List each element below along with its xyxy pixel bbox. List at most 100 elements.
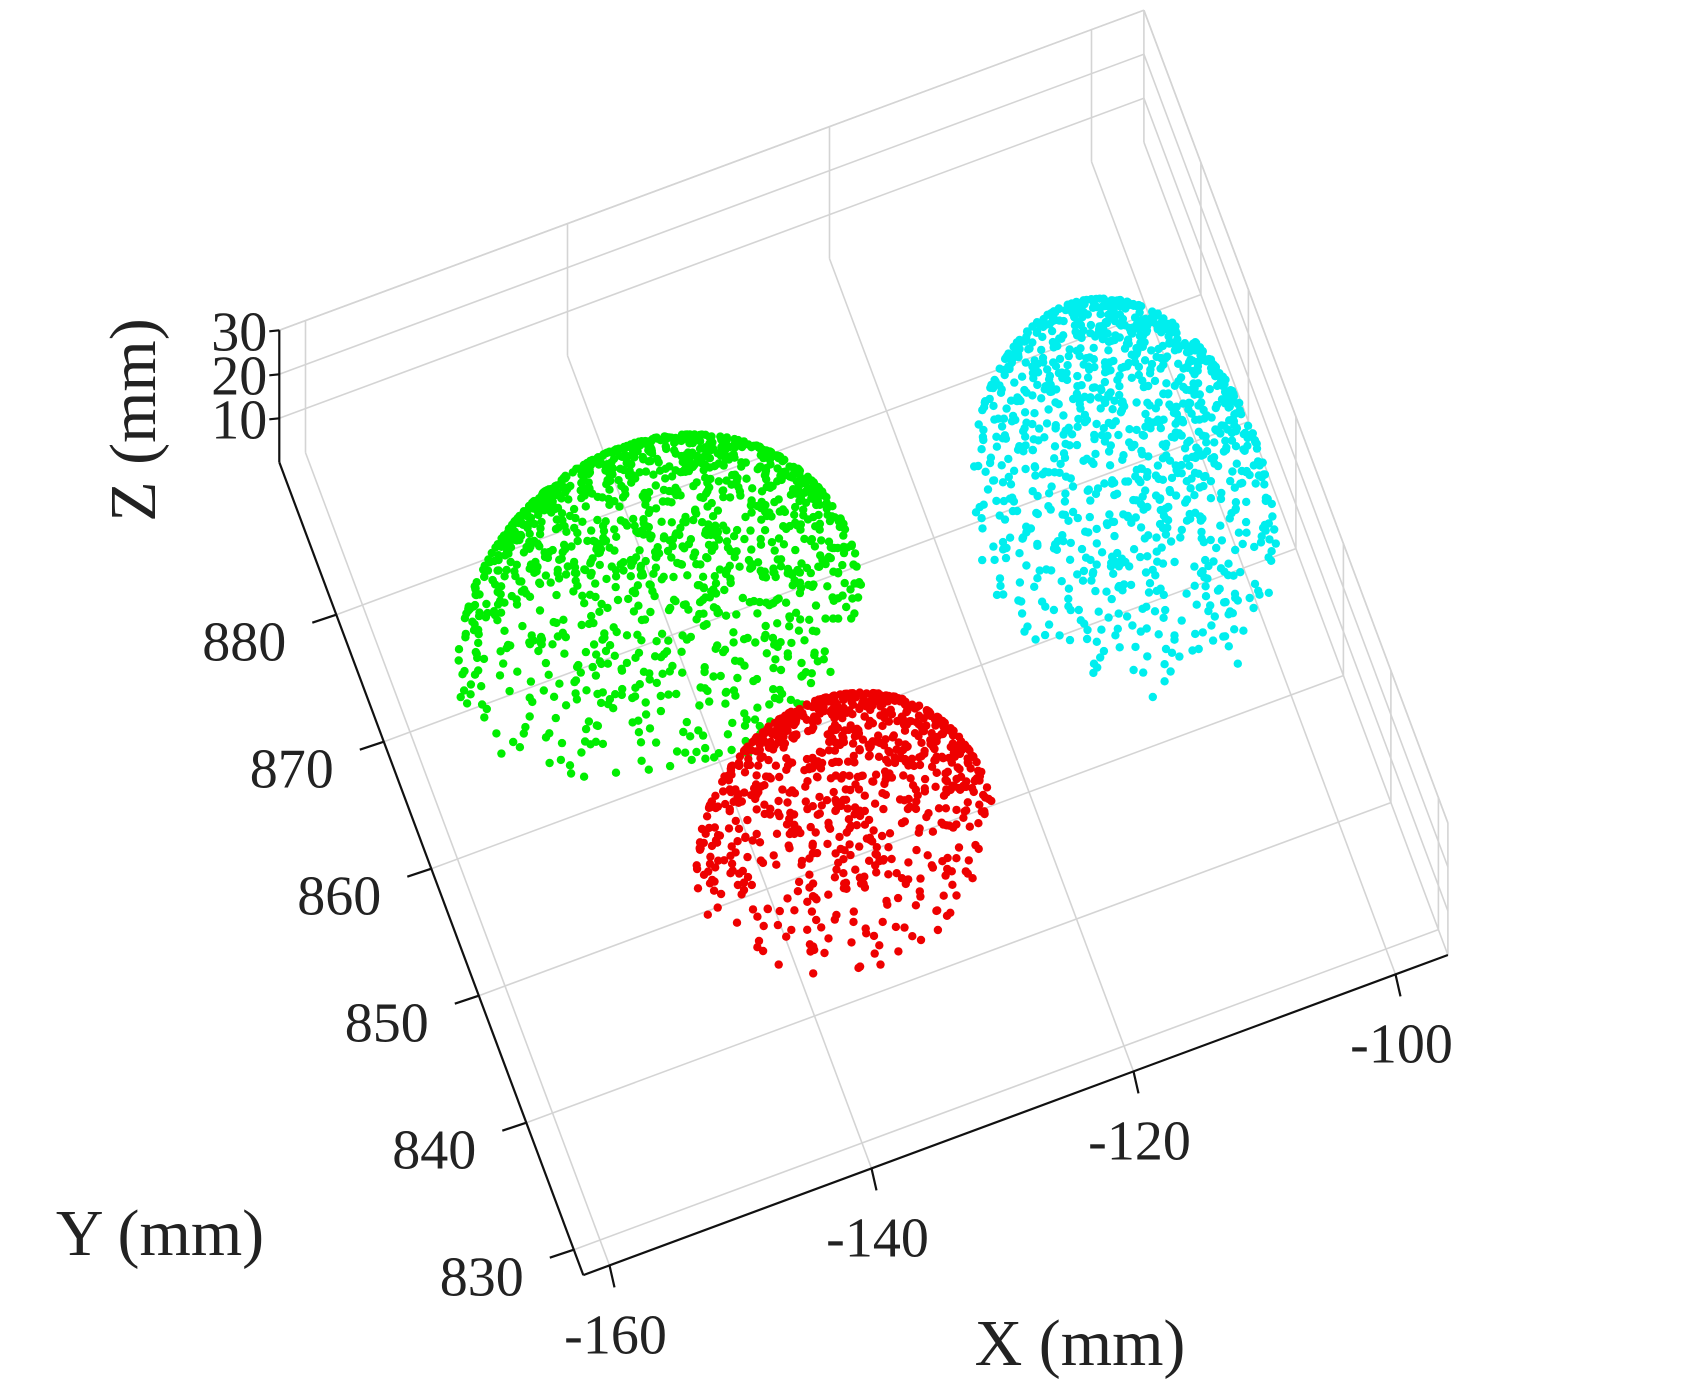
data-point (1042, 419, 1052, 428)
data-point (1088, 303, 1098, 312)
data-point (773, 619, 782, 628)
data-point (502, 643, 511, 653)
data-point (651, 481, 660, 490)
data-point (607, 562, 616, 571)
point-series-1 (454, 430, 866, 781)
data-point (1138, 342, 1148, 351)
data-point (1092, 539, 1102, 548)
data-point (997, 461, 1006, 470)
data-point (1067, 430, 1077, 439)
data-point (1065, 555, 1075, 564)
data-point (1159, 389, 1168, 398)
data-point (762, 649, 771, 658)
data-point (667, 553, 676, 562)
data-point (775, 906, 784, 916)
data-point (1190, 562, 1199, 571)
data-point (1098, 324, 1108, 333)
data-point (1031, 471, 1040, 480)
data-point (1006, 480, 1016, 489)
data-point (815, 525, 824, 534)
data-point (1066, 538, 1076, 548)
data-point (815, 500, 824, 509)
data-point (1220, 567, 1229, 576)
data-point (652, 553, 661, 562)
data-point (543, 553, 553, 563)
data-point (695, 701, 704, 710)
data-point (1191, 629, 1200, 639)
data-point (782, 716, 792, 726)
data-point (1023, 622, 1032, 631)
data-point (534, 646, 543, 656)
data-point (577, 748, 586, 757)
data-point (847, 938, 856, 947)
data-point (1261, 493, 1271, 502)
data-point (695, 444, 705, 453)
data-point (887, 710, 897, 719)
data-point (821, 559, 830, 569)
data-point (726, 787, 736, 797)
data-point (1178, 341, 1188, 350)
data-point (972, 757, 981, 767)
data-point (732, 918, 742, 927)
data-point (1221, 436, 1230, 445)
data-point (693, 884, 703, 893)
data-point (482, 599, 491, 609)
data-point (779, 540, 789, 549)
data-point (1158, 440, 1168, 449)
data-point (870, 949, 879, 958)
data-point (640, 615, 650, 624)
data-point (1017, 372, 1027, 381)
data-point (665, 761, 675, 771)
data-point (1022, 561, 1031, 570)
data-point (686, 632, 695, 642)
data-point (719, 492, 728, 502)
data-point (749, 676, 758, 686)
data-point (537, 517, 546, 527)
data-point (1251, 479, 1260, 488)
data-point (933, 925, 943, 935)
data-point (841, 785, 850, 794)
data-point (1015, 578, 1025, 587)
data-point (698, 572, 708, 581)
data-point (576, 486, 585, 495)
data-point (817, 536, 826, 545)
data-point (1138, 492, 1147, 501)
z-tick-label: 20 (211, 345, 267, 407)
data-point (1033, 509, 1043, 519)
data-point (1198, 352, 1207, 361)
data-point (721, 799, 730, 809)
data-point (941, 769, 950, 778)
data-point (1093, 484, 1103, 493)
data-point (842, 602, 851, 612)
data-point (989, 401, 998, 411)
data-point (849, 751, 858, 761)
data-point (785, 758, 795, 767)
data-point (793, 483, 803, 492)
data-point (1231, 593, 1240, 603)
data-point (796, 494, 806, 503)
data-point (667, 472, 677, 481)
data-point (853, 593, 863, 602)
data-point (1055, 631, 1064, 640)
data-point (1140, 534, 1150, 543)
data-point (1190, 390, 1199, 399)
data-point (871, 770, 881, 779)
data-point (1250, 579, 1260, 589)
data-point (760, 800, 769, 809)
data-point (822, 498, 831, 507)
data-point (683, 571, 692, 580)
data-point (618, 493, 628, 502)
data-point (949, 726, 958, 735)
data-point (835, 522, 844, 532)
data-point (1216, 494, 1226, 504)
data-point (1061, 305, 1071, 315)
data-point (713, 506, 723, 515)
data-point (804, 580, 813, 590)
data-point (580, 737, 590, 746)
data-point (752, 805, 761, 814)
data-point (942, 788, 951, 797)
data-point (692, 747, 701, 757)
data-point (1082, 634, 1092, 644)
data-point (738, 593, 747, 603)
